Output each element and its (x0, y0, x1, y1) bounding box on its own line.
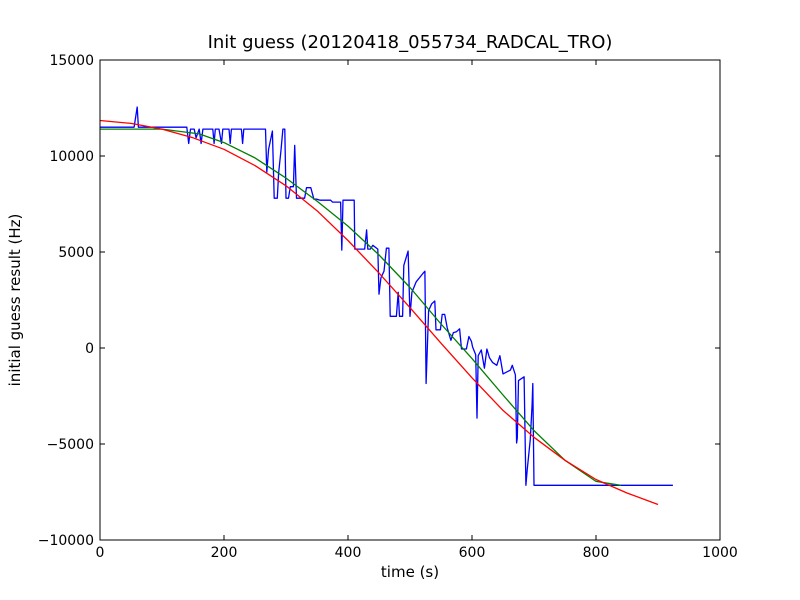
x-tick-label: 400 (335, 545, 362, 561)
y-tick-label: 5000 (58, 245, 94, 261)
y-tick-label: 0 (85, 341, 94, 357)
series-line-2 (100, 128, 621, 486)
y-axis-label: initial guess result (Hz) (6, 214, 24, 387)
y-tick-label: 10000 (49, 149, 94, 165)
series-layer (99, 106, 673, 506)
plot-frame (99, 59, 721, 541)
y-tick-label: −5000 (47, 437, 94, 453)
tick-layer: 0 200 400 600 800 1000 −10000 −5000 0 5000 10000 15… (38, 53, 738, 561)
x-tick-label: 200 (211, 545, 238, 561)
y-tick-label: 15000 (49, 53, 94, 69)
x-tick-label: 0 (96, 545, 105, 561)
x-tick-label: 800 (583, 545, 610, 561)
series-line-3 (99, 119, 659, 506)
x-tick-label: 1000 (702, 545, 738, 561)
x-tick-label: 600 (459, 545, 486, 561)
series-line-1 (100, 106, 673, 486)
x-axis-label: time (s) (381, 563, 439, 581)
chart-title: Init guess (20120418_055734_RADCAL_TRO) (208, 32, 613, 53)
y-tick-label: −10000 (38, 533, 94, 549)
